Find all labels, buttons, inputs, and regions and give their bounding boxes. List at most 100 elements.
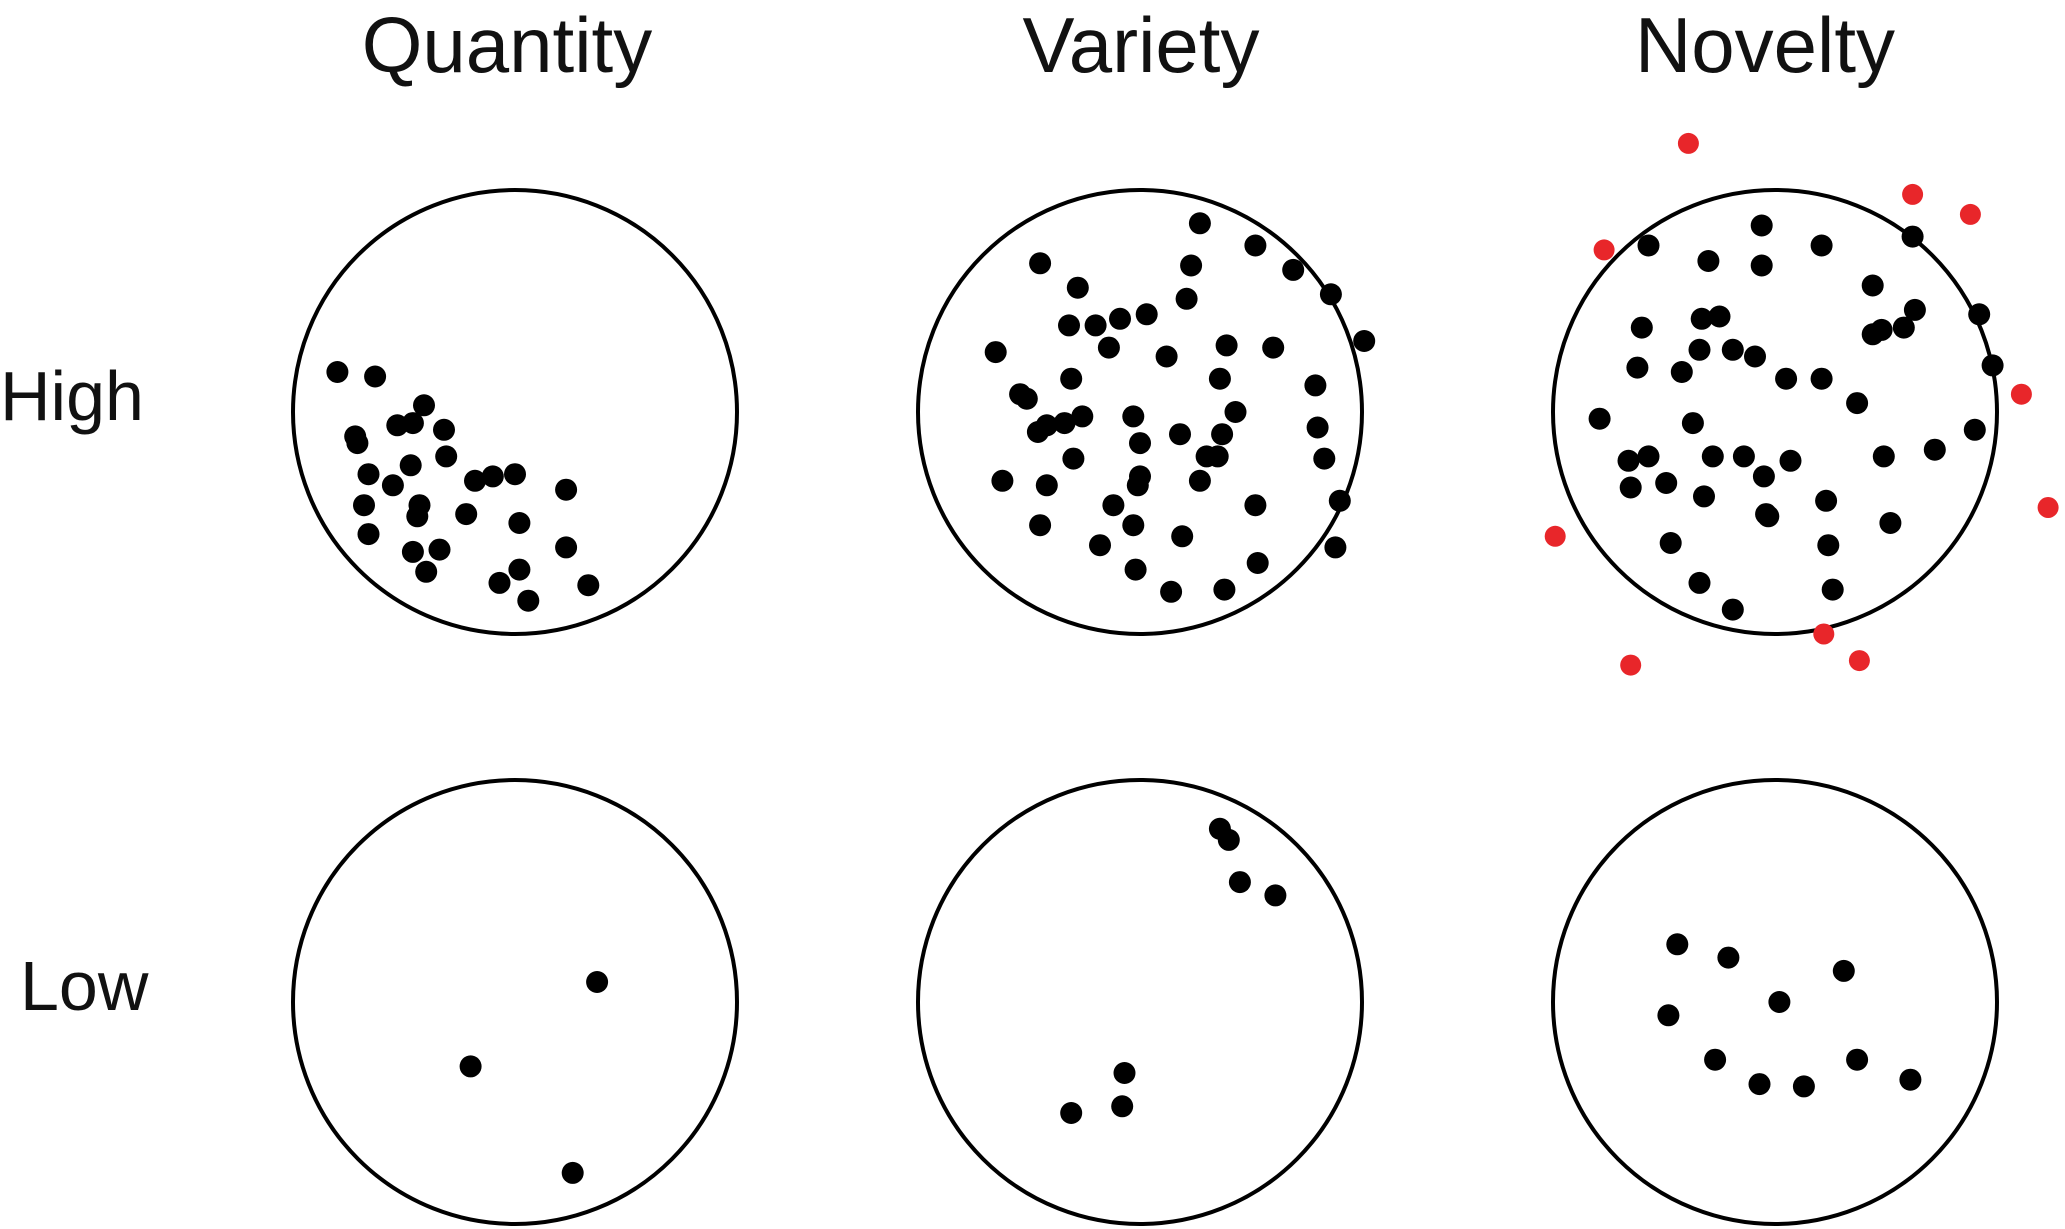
idea-dot (1122, 405, 1145, 428)
idea-dot (1306, 416, 1329, 439)
idea-dot (1750, 214, 1773, 237)
idea-dot (1968, 303, 1991, 326)
idea-dot (357, 463, 380, 486)
idea-dot (1870, 318, 1893, 341)
idea-dot (1060, 367, 1083, 390)
idea-dot (561, 1161, 584, 1184)
idea-dot (326, 361, 349, 383)
idea-dot (1206, 445, 1229, 468)
idea-dot (1923, 438, 1946, 461)
idea-dot (1637, 234, 1660, 257)
idea-dot (1319, 283, 1342, 306)
idea-dot (1084, 314, 1107, 337)
idea-dot (984, 341, 1007, 364)
idea-dot (1217, 828, 1240, 851)
novel-idea-dot (1544, 525, 1566, 547)
idea-space-circle (1551, 188, 1999, 636)
idea-dot (1180, 254, 1203, 277)
idea-dot (1630, 316, 1653, 339)
idea-space-circle (1551, 778, 1999, 1226)
idea-dot (577, 574, 600, 597)
idea-dot (1113, 1062, 1136, 1084)
idea-dot (1708, 305, 1731, 328)
novel-idea-dot (1593, 239, 1615, 261)
idea-dot (1748, 1073, 1771, 1096)
idea-dot (555, 478, 578, 501)
idea-dot (346, 432, 369, 455)
idea-dot (488, 571, 511, 594)
idea-dot (1963, 418, 1986, 441)
idea-dot (1215, 334, 1238, 357)
idea-dot (1102, 494, 1125, 517)
idea-dot (415, 560, 438, 583)
idea-dot (1670, 361, 1693, 383)
idea-dot (1846, 392, 1869, 415)
idea-dot (435, 445, 458, 468)
idea-dot (1066, 276, 1089, 299)
idea-dot (1810, 234, 1833, 257)
idea-dot (1224, 401, 1247, 423)
column-label-novelty: Novelty (1635, 1, 1895, 89)
panel-variety-high (916, 188, 1376, 636)
idea-dot (399, 454, 422, 477)
idea-dot (1213, 578, 1236, 601)
idea-dot (1244, 234, 1267, 257)
idea-dot (1744, 345, 1766, 368)
idea-dot (428, 538, 451, 561)
panel-variety-low (916, 778, 1364, 1226)
idea-dot (455, 503, 478, 526)
idea-dot (1879, 512, 1902, 534)
idea-dot (555, 536, 578, 559)
idea-dot (1655, 472, 1678, 494)
idea-dot (401, 412, 424, 435)
idea-dot (1792, 1075, 1815, 1098)
novel-idea-dot (2037, 497, 2059, 518)
idea-dot (1717, 946, 1740, 969)
idea-dot (504, 463, 526, 486)
idea-dot (1155, 345, 1178, 368)
panel-quantity-low (291, 778, 739, 1226)
panel-novelty-low (1551, 778, 1999, 1226)
row-label-low: Low (20, 947, 149, 1025)
idea-dot (1208, 367, 1231, 390)
idea-dot (357, 523, 380, 546)
column-label-quantity: Quantity (362, 1, 652, 89)
idea-dot (353, 494, 375, 517)
novel-idea-dot (1902, 183, 1924, 205)
idea-dot (508, 512, 531, 534)
idea-dot (1071, 405, 1094, 428)
idea-dot (1211, 423, 1234, 446)
idea-dot (1750, 254, 1773, 277)
idea-dot (1821, 578, 1844, 601)
novel-idea-dot (1959, 203, 1981, 225)
novel-idea-dot (2010, 383, 2032, 405)
idea-dot (433, 418, 455, 441)
idea-dot (1779, 449, 1802, 472)
idea-dot (1617, 449, 1640, 472)
idea-dot (1171, 525, 1194, 548)
idea-dot (1188, 469, 1211, 492)
idea-dot (459, 1055, 482, 1078)
idea-dot (1619, 476, 1642, 499)
idea-dot (1588, 407, 1611, 430)
idea-dot (1681, 412, 1704, 435)
idea-dot (413, 394, 435, 417)
idea-dot (481, 465, 504, 488)
idea-dot (1637, 445, 1660, 468)
idea-dot (1129, 432, 1151, 455)
idea-dot (1721, 338, 1744, 361)
novel-idea-dot (1620, 654, 1642, 676)
idea-dot (1282, 258, 1305, 281)
novel-idea-dot (1677, 132, 1699, 154)
idea-dot (1892, 316, 1915, 339)
idea-dot (1872, 445, 1895, 468)
idea-dot (1122, 514, 1145, 537)
idea-dot (1062, 447, 1085, 470)
idea-dot (1815, 489, 1838, 512)
idea-dot (1981, 354, 2004, 377)
idea-dot (1704, 1048, 1727, 1071)
idea-dot (586, 971, 609, 993)
idea-dot (1160, 580, 1183, 603)
idea-dot (1262, 336, 1285, 359)
idea-dot (1688, 338, 1711, 361)
